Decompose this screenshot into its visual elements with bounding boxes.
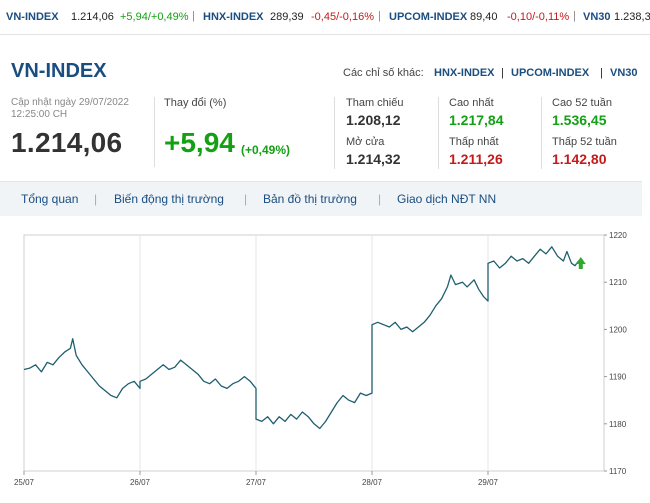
tab-divider: |	[378, 192, 382, 206]
page-title: VN-INDEX	[11, 60, 107, 82]
ticker-divider: |	[192, 10, 195, 22]
ticker-divider: |	[378, 10, 381, 22]
chart-y-tick-label: 1190	[609, 373, 627, 382]
chart-y-tick-label: 1180	[609, 420, 627, 429]
tab-market-movement[interactable]: Biến động thị trường	[114, 192, 224, 206]
ticker-name-vn30[interactable]: VN30	[583, 11, 611, 23]
update-date: Cập nhật ngày 29/07/2022	[11, 97, 129, 108]
chart-x-tick-label: 27/07	[246, 478, 267, 487]
ticker-change-upcomindex: -0,10/-0,11%	[507, 11, 570, 23]
change-percent: (+0,49%)	[241, 143, 291, 157]
ticker-value-vn30: 1.238,3	[614, 11, 650, 23]
intraday-index-chart: 25/07 26/07 27/07 28/07 29/07 1220 1210 1200 119…	[14, 231, 627, 487]
ticker-name-vnindex[interactable]: VN-INDEX	[6, 11, 59, 23]
chart-y-tick-label: 1170	[609, 467, 627, 476]
header-divider	[154, 97, 155, 167]
tab-foreign-trading[interactable]: Giao dịch NĐT NN	[397, 192, 497, 206]
other-index-link-hnx[interactable]: HNX-INDEX	[434, 67, 495, 79]
stat-open: Mở cửa 1.214,32	[346, 136, 401, 167]
stat-open-value: 1.214,32	[346, 151, 401, 167]
current-index-value: 1.214,06	[11, 127, 123, 158]
chart-x-tick-label: 26/07	[130, 478, 151, 487]
chart-plot-area	[23, 234, 605, 472]
section-tabs: Tổng quan | Biến động thị trường | Bản đ…	[0, 181, 642, 216]
tab-overview[interactable]: Tổng quan	[21, 192, 79, 206]
stats-divider	[541, 97, 542, 169]
stat-low: Thấp nhất 1.211,26	[449, 136, 503, 167]
stats-divider	[438, 97, 439, 169]
stat-reference-value: 1.208,12	[346, 112, 401, 128]
change-label: Thay đổi (%)	[164, 97, 227, 109]
stat-high-value: 1.217,84	[449, 112, 504, 128]
ticker-value-hnxindex: 289,39	[270, 11, 304, 23]
chart-y-tick-label: 1220	[609, 231, 627, 240]
ticker-change-vnindex: +5,94/+0,49%	[120, 11, 189, 23]
stat-low-52w-value: 1.142,80	[552, 151, 607, 167]
other-index-link-upcom[interactable]: UPCOM-INDEX	[511, 67, 590, 79]
tab-divider: |	[244, 192, 248, 206]
other-indices-label: Các chỉ số khác:	[343, 67, 424, 79]
ticker-value-vnindex: 1.214,06	[71, 11, 114, 23]
update-time: 12:25:00 CH	[11, 109, 68, 120]
ticker-divider: |	[573, 10, 576, 22]
other-indices-nav: Các chỉ số khác:	[343, 67, 424, 79]
tab-market-map[interactable]: Bản đồ thị trường	[263, 192, 357, 206]
chart-x-tick-label: 25/07	[14, 478, 35, 487]
tab-divider: |	[94, 192, 98, 206]
link-divider: |	[501, 67, 504, 79]
chart-y-tick-label: 1210	[609, 278, 627, 287]
up-arrow-icon	[575, 257, 586, 270]
link-divider: |	[600, 67, 603, 79]
index-ticker-bar: VN-INDEX 1.214,06 +5,94/+0,49% | HNX-IND…	[0, 0, 650, 35]
chart-series-line	[23, 246, 582, 430]
header-divider	[334, 97, 335, 169]
update-timestamp: Cập nhật ngày 29/07/2022 12:25:00 CH	[11, 97, 129, 121]
stat-high: Cao nhất 1.217,84	[449, 97, 504, 128]
ticker-value-upcomindex: 89,40	[470, 11, 498, 23]
ticker-change-hnxindex: -0,45/-0,16%	[311, 11, 374, 23]
chart-x-tick-label: 28/07	[362, 478, 383, 487]
stat-reference: Tham chiếu 1.208,12	[346, 97, 404, 128]
chart-x-tick-label: 29/07	[478, 478, 499, 487]
other-index-link-vn30[interactable]: VN30	[610, 67, 638, 79]
chart-y-tick-label: 1200	[609, 325, 627, 334]
stat-high-52w: Cao 52 tuần 1.536,45	[552, 97, 612, 128]
ticker-name-upcomindex[interactable]: UPCOM-INDEX	[389, 11, 468, 23]
stat-high-52w-value: 1.536,45	[552, 112, 607, 128]
change-value: +5,94	[164, 127, 235, 158]
stat-low-52w: Thấp 52 tuần 1.142,80	[552, 136, 617, 167]
stat-low-value: 1.211,26	[449, 151, 503, 167]
ticker-name-hnxindex[interactable]: HNX-INDEX	[203, 11, 264, 23]
